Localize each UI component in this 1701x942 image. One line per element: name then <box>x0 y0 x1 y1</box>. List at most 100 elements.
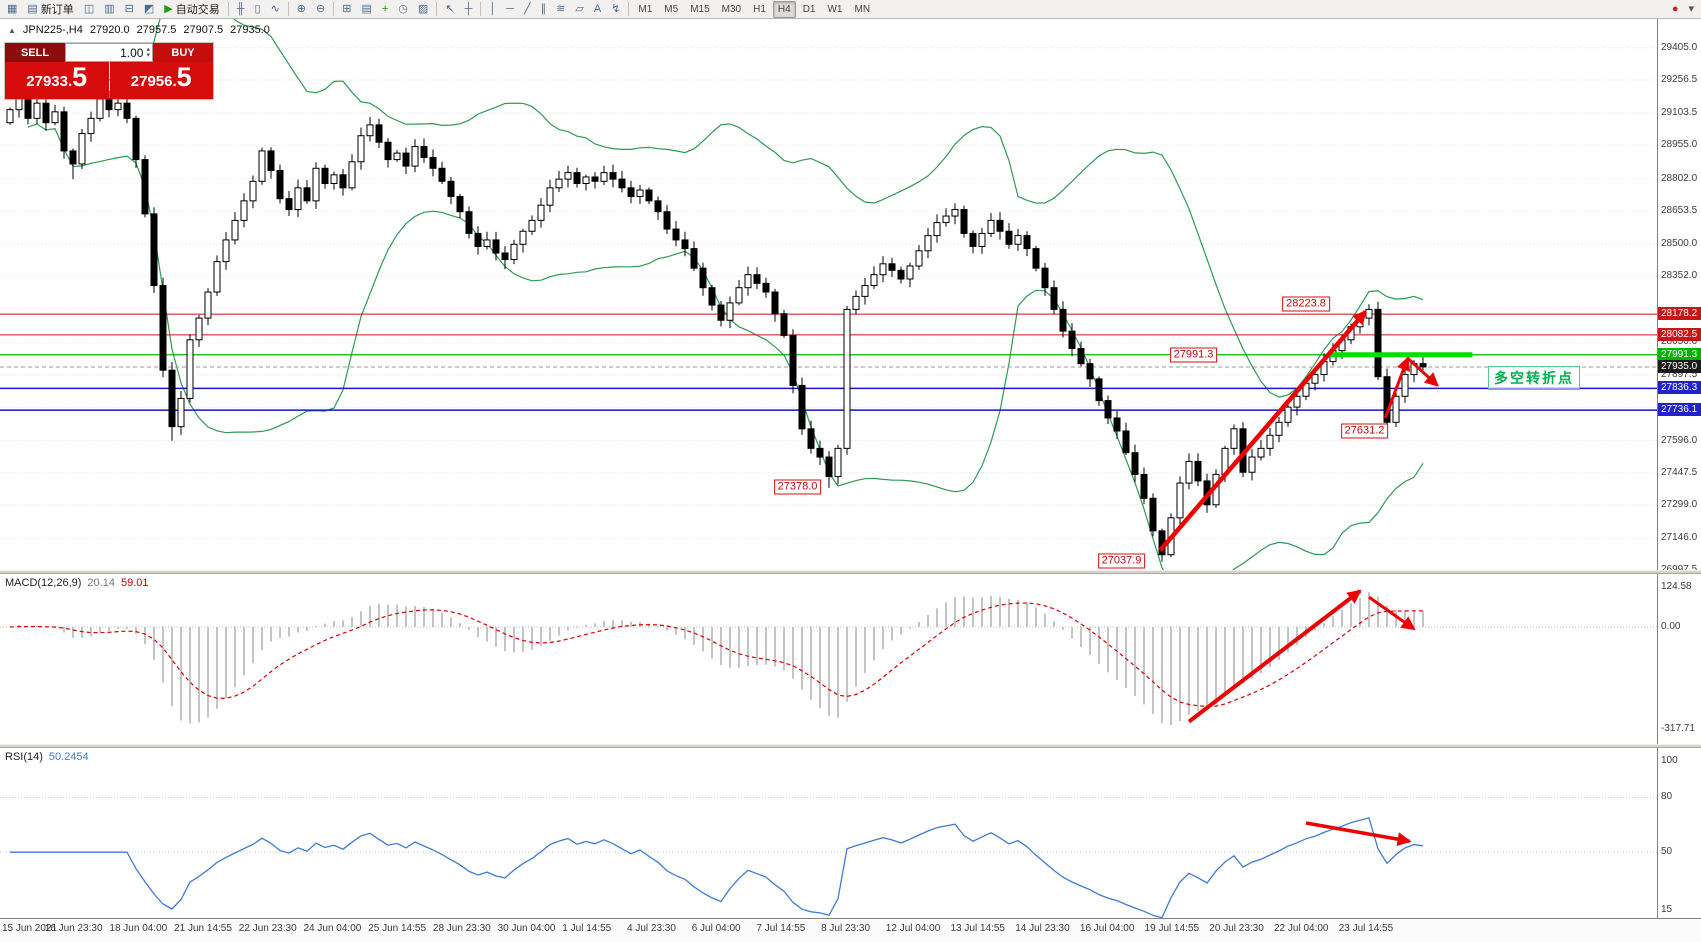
line-chart-icon[interactable]: ∿ <box>267 1 284 18</box>
rsi-trend-arrow[interactable] <box>1305 821 1412 847</box>
trend-arrow[interactable] <box>1383 356 1411 419</box>
candle <box>1284 406 1292 423</box>
timeframe-h4[interactable]: H4 <box>772 0 796 18</box>
autotrading-button[interactable]: ▶ 自动交易 <box>160 1 223 18</box>
bollinger-upper-band <box>27 19 1424 398</box>
tile-windows-icon[interactable]: ⊞ <box>338 1 355 18</box>
timeframe-m5[interactable]: M5 <box>664 3 679 15</box>
time-axis-label: 14 Jul 23:30 <box>1015 923 1070 934</box>
sell-button[interactable]: SELL <box>5 43 65 62</box>
candle <box>636 189 644 198</box>
candle <box>231 219 239 241</box>
timeframe-m15[interactable]: M15 <box>690 3 710 15</box>
candle <box>375 124 383 143</box>
rsi-axis-label: 80 <box>1661 791 1673 803</box>
candle <box>555 178 563 189</box>
price-callout[interactable]: 27991.3 <box>1169 347 1218 363</box>
price-axis-label: 28050.0 <box>1661 335 1698 347</box>
shapes-icon[interactable]: ▱ <box>571 1 587 18</box>
horizontal-line-icon: ─ <box>506 2 514 15</box>
candle <box>906 265 914 280</box>
alerts-icon[interactable]: ● <box>1668 1 1683 18</box>
horizontal-line-icon[interactable]: ─ <box>502 1 518 18</box>
lot-up-icon[interactable]: ▴ <box>146 45 150 53</box>
strategy-tester-icon[interactable]: ◩ <box>140 1 158 18</box>
price-callout[interactable]: 27378.0 <box>773 479 822 495</box>
panel-separator[interactable] <box>0 744 1701 748</box>
timeframe-h1[interactable]: H1 <box>753 3 766 15</box>
vertical-line-icon: │ <box>489 2 497 15</box>
candle <box>546 187 554 206</box>
fibonacci-icon[interactable]: ≋ <box>552 1 569 18</box>
buy-price-button[interactable]: 27956. 5 <box>109 62 213 99</box>
candle <box>87 117 95 135</box>
candle <box>735 287 743 304</box>
sell-price-button[interactable]: 27933. 5 <box>5 62 109 99</box>
time-axis[interactable]: 15 Jun 2021 16 Jun 23:30 18 Jun 04:00 21 Ju… <box>0 918 1701 942</box>
navigator-icon[interactable]: ⊟ <box>121 1 138 18</box>
new-order-button[interactable]: ▤ 新订单 <box>23 1 77 18</box>
timeframe-m1[interactable]: M1 <box>638 3 653 15</box>
lot-size-value[interactable]: 1.00 <box>120 45 144 60</box>
zoom-in-icon[interactable]: ⊕ <box>293 1 310 18</box>
timeframe-mn[interactable]: MN <box>854 3 871 15</box>
candle <box>618 178 626 189</box>
price-badge: 27736.1 <box>1658 403 1701 417</box>
turning-point-annotation[interactable]: 多空转折点 <box>1488 366 1580 390</box>
trend-arrow[interactable] <box>1158 310 1368 552</box>
candle <box>96 98 104 119</box>
timeframe-m30[interactable]: M30 <box>721 3 742 15</box>
candle <box>654 200 662 213</box>
timeframe-w1[interactable]: W1 <box>827 3 843 15</box>
auto-arrange-icon[interactable]: ▤ <box>357 1 375 18</box>
price-axis-label: 29405.0 <box>1661 41 1698 53</box>
candle <box>1005 230 1013 245</box>
candle <box>78 133 86 165</box>
candle <box>573 172 581 184</box>
price-axis-label: 27897.5 <box>1661 369 1698 381</box>
macd-trend-arrow[interactable] <box>1368 595 1416 631</box>
strategy-tester-icon: ◩ <box>143 2 155 15</box>
crosshair-icon[interactable]: ┼ <box>461 1 477 18</box>
alerts-icon: ● <box>1671 2 1679 15</box>
time-axis-label: 13 Jul 14:55 <box>950 923 1006 934</box>
candle <box>609 172 617 180</box>
lot-down-icon[interactable]: ▾ <box>146 51 150 59</box>
market-watch-icon[interactable]: ◫ <box>80 1 98 18</box>
vertical-line-icon[interactable]: │ <box>485 1 500 18</box>
timeframe-d1[interactable]: D1 <box>802 3 816 15</box>
candle <box>276 169 284 200</box>
panel-separator[interactable] <box>0 570 1701 574</box>
lot-stepper[interactable]: ▴ ▾ <box>146 45 150 59</box>
add-indicator-icon[interactable]: + <box>378 1 392 18</box>
time-axis-label: 25 Jun 14:55 <box>368 923 427 934</box>
trendline-icon[interactable]: ╱ <box>520 1 535 18</box>
buy-button[interactable]: BUY <box>153 43 213 62</box>
candlestick-chart-icon[interactable]: ▯ <box>251 1 265 18</box>
candle <box>879 263 887 276</box>
candle <box>807 428 815 449</box>
candle <box>465 211 473 234</box>
trend-arrow[interactable] <box>1406 357 1439 387</box>
data-window-icon[interactable]: ▥ <box>100 1 118 18</box>
macd-trend-arrow[interactable] <box>1187 589 1362 724</box>
macd-signal-line <box>9 602 1423 708</box>
cursor-icon[interactable]: ↖ <box>441 1 458 18</box>
templates-icon[interactable]: ▨ <box>414 1 432 18</box>
zoom-out-icon[interactable]: ⊖ <box>312 1 329 18</box>
bar-chart-icon[interactable]: ╫ <box>233 1 249 18</box>
price-callout[interactable]: 28223.8 <box>1282 296 1330 312</box>
equidistant-channel-icon[interactable]: ∥ <box>537 1 551 18</box>
period-dropdown-icon[interactable]: ◷ <box>394 1 412 18</box>
cursor-icon: ↖ <box>445 2 455 15</box>
text-icon[interactable]: A <box>590 1 605 18</box>
lot-size-input[interactable]: 1.00 ▴ ▾ <box>65 43 153 62</box>
price-callout[interactable]: 27037.9 <box>1097 553 1146 569</box>
candle <box>1275 421 1283 436</box>
price-callout[interactable]: 27631.2 <box>1340 423 1389 439</box>
toolbar-options-icon[interactable]: ▾ <box>1684 1 1698 18</box>
arrows-icon[interactable]: ↯ <box>607 1 624 18</box>
chart-window-icon[interactable]: ▦ <box>3 1 21 18</box>
price-scale-column[interactable]: 29405.0 29256.5 29103.5 28955.0 28802.0 28653… <box>1657 19 1701 918</box>
macd-axis-label: 0.00 <box>1661 621 1681 632</box>
